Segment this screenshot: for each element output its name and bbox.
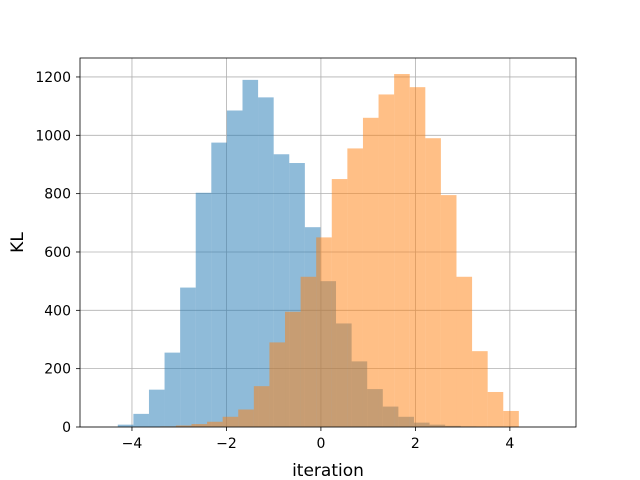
histogram-bar-series-2 (425, 138, 441, 427)
histogram-bar-series-2 (394, 74, 410, 427)
histogram-bar-series-1 (242, 79, 259, 427)
x-tick-label: 0 (316, 436, 325, 452)
histogram-bar-series-2 (285, 311, 301, 427)
histogram-bar-series-1 (226, 110, 243, 428)
histogram-bar-series-2 (207, 421, 223, 427)
plot-area-frame (79, 57, 577, 428)
x-tick-label: −4 (122, 436, 143, 452)
histogram-bar-series-2 (222, 416, 239, 427)
histogram-bar-series-2 (191, 424, 208, 427)
histogram-bar-series-2 (472, 351, 488, 427)
histogram-bar-series-2 (409, 87, 426, 428)
y-axis-label: KL (8, 232, 28, 253)
histogram-bar-series-2 (362, 117, 379, 428)
x-tick-label: −2 (216, 436, 237, 452)
histogram-bar-series-1 (148, 389, 165, 427)
histogram-bar-series-2 (300, 276, 317, 427)
histogram-bar-series-2 (238, 409, 254, 427)
y-tick-label: 1000 (35, 128, 71, 144)
y-tick-label: 400 (44, 303, 71, 319)
axis-ticks: −4 −2 0 2 4 0 200 400 600 800 1000 1200 (35, 70, 514, 452)
histogram-bar-series-1 (195, 192, 212, 427)
histogram-bar-series-2 (331, 179, 348, 427)
histogram-bar-series-2 (378, 94, 395, 427)
histogram-bar-series-2 (440, 195, 457, 427)
x-tick-label: 4 (505, 436, 514, 452)
x-axis-label: iteration (292, 461, 364, 480)
histogram-bar-series-2 (316, 237, 332, 427)
x-tick-label: 2 (411, 436, 420, 452)
y-tick-label: 200 (44, 362, 71, 378)
histogram-bar-series-1 (117, 424, 134, 427)
histogram-bar-series-1 (133, 413, 149, 427)
histogram-bar-series-1 (211, 142, 227, 427)
histogram-bar-series-1 (180, 287, 196, 427)
histogram-bar-series-1 (164, 352, 181, 427)
y-tick-label: 1200 (35, 70, 71, 86)
y-tick-label: 600 (44, 245, 71, 261)
y-tick-label: 800 (44, 187, 71, 203)
histogram-bar-series-2 (347, 148, 363, 427)
histogram-bar-series-2 (503, 410, 519, 427)
histogram-bar-series-2 (175, 425, 192, 427)
histogram-bar-series-2 (456, 276, 473, 427)
histogram-bar-series-2 (253, 386, 270, 427)
y-tick-label: 0 (62, 420, 71, 436)
histogram-bar-series-2 (487, 391, 504, 427)
histogram-bars (117, 74, 519, 428)
histogram-bar-series-2 (269, 342, 286, 427)
